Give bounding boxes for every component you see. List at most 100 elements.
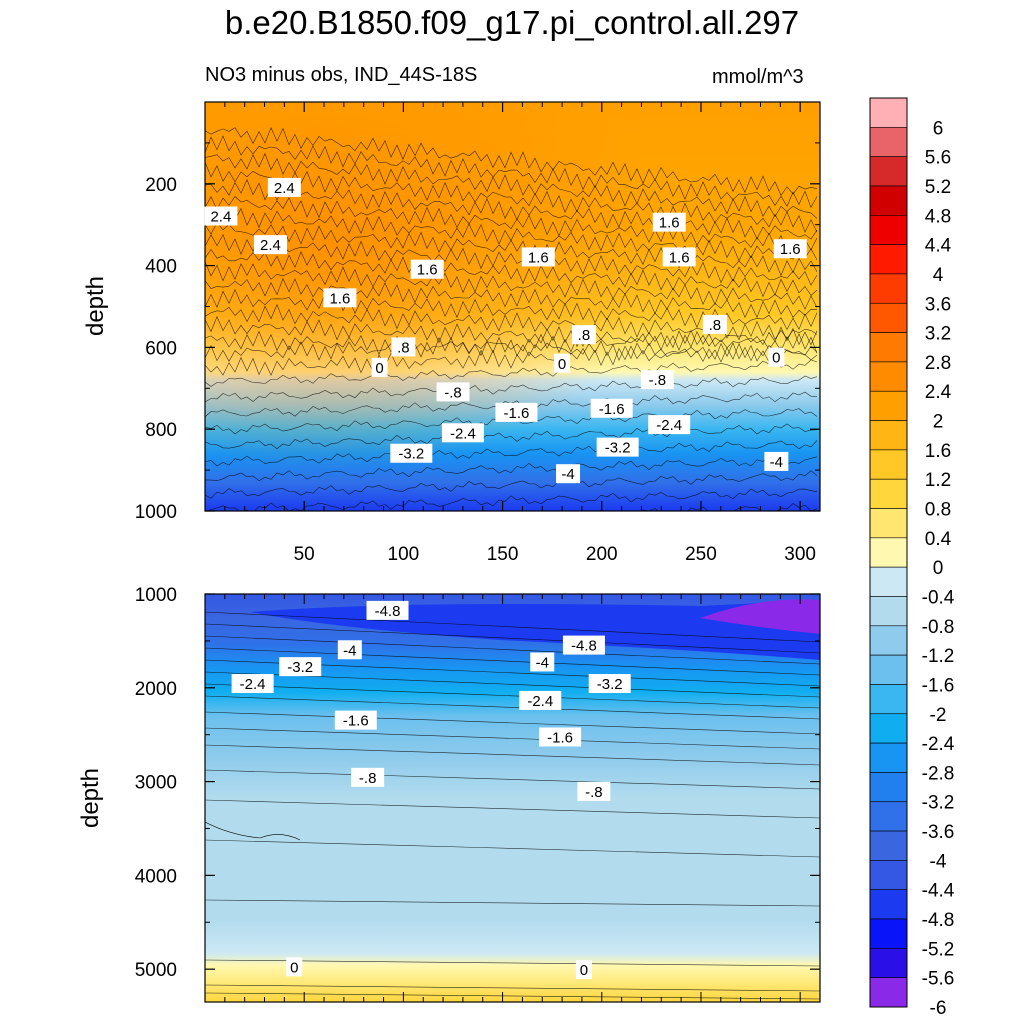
colorbar-level-label: 1.2 (925, 470, 951, 491)
contour-line (205, 984, 820, 992)
colorbar-level-label: -1.2 (922, 646, 955, 667)
contour-line (205, 277, 818, 319)
contour-label: -1.6 (590, 398, 633, 418)
contour-label-bg (577, 781, 611, 801)
contour-line (205, 178, 818, 240)
colorbar-swatch (869, 889, 908, 920)
contour-label-text: 1.6 (329, 290, 350, 307)
upper-contour-lines (205, 127, 818, 511)
colorbar-swatch (869, 508, 908, 539)
contour-label-bg (337, 640, 362, 660)
contour-label: -1.6 (539, 727, 582, 747)
contour-label-text: -2.4 (240, 676, 266, 693)
contour-label-text: 2.4 (210, 209, 231, 226)
contour-label: -4 (337, 640, 362, 660)
contour-label: -4 (556, 464, 581, 484)
contour-label-bg (596, 437, 639, 457)
units-label: mmol/m^3 (712, 66, 804, 88)
contour-label-text: -2.4 (656, 417, 682, 434)
contour-label-bg (554, 353, 571, 373)
contour-label-text: -4 (343, 642, 356, 659)
contour-label-text: -4 (561, 466, 574, 483)
contour-label-text: -4.8 (375, 603, 401, 620)
contour-line (205, 196, 818, 255)
colorbar-swatch (869, 185, 908, 216)
contour-label: -4.8 (562, 635, 605, 655)
contour-label-text: 0 (772, 350, 780, 367)
contour-label-bg (436, 382, 470, 402)
contour-label: 1.6 (652, 212, 686, 232)
contour-label-text: 0 (375, 360, 383, 377)
colorbar-level-label: 4.4 (925, 236, 952, 257)
colorbar-swatch (869, 390, 908, 421)
colorbar-level-label: -2.4 (922, 734, 955, 755)
contour-label: 0 (286, 957, 303, 977)
contour-line (205, 233, 818, 286)
contour-label: 0 (371, 357, 388, 377)
contour-label-text: -.8 (444, 384, 462, 401)
contour-line (205, 359, 818, 387)
colorbar-level-label: 5.6 (925, 148, 951, 169)
contour-label: 1.6 (521, 247, 555, 267)
contour-label-bg (556, 464, 581, 484)
contour-label-bg (279, 657, 322, 677)
contour-line (205, 375, 818, 403)
contour-label: .8 (702, 314, 727, 334)
y-tick-label: 600 (145, 338, 177, 359)
contour-label-bg (588, 674, 631, 694)
contour-label-text: .8 (709, 317, 722, 334)
contour-label: -4 (764, 451, 789, 471)
contour-label: -3.2 (596, 437, 639, 457)
contour-line (205, 330, 818, 363)
contour-label: 2.4 (204, 206, 238, 226)
contour-label: -.8 (577, 781, 611, 801)
contour-label-text: -3.2 (287, 659, 313, 676)
contour-label-bg (590, 398, 633, 418)
contour-line (205, 635, 820, 665)
contour-label-bg (521, 247, 555, 267)
contour-label: 2.4 (267, 177, 301, 197)
contour-line (205, 289, 818, 331)
contour-label-bg (390, 443, 433, 463)
contour-line (205, 423, 818, 450)
contour-line (205, 455, 818, 482)
colorbar-level-label: 3.6 (925, 294, 951, 315)
contour-line (205, 799, 820, 819)
colorbar-level-label: -2.8 (922, 763, 955, 784)
colorbar-level-label: -6 (930, 998, 947, 1019)
contour-line (205, 611, 820, 643)
contour-label: -2.4 (648, 415, 691, 435)
colorbar-swatch (869, 684, 908, 715)
contour-label-bg (323, 288, 357, 308)
contour-label-text: -4 (770, 454, 783, 471)
contour-label-text: -.8 (649, 372, 667, 389)
colorbar-swatch (869, 156, 908, 187)
colorbar-swatch (869, 918, 908, 949)
contour-label-bg (253, 235, 287, 255)
colorbar-swatch (869, 801, 908, 832)
colorbar-level-label: 1.6 (925, 441, 951, 462)
colorbar-level-label: -1.6 (922, 675, 955, 696)
contour-line (205, 326, 818, 362)
contour-label-text: -1.6 (504, 405, 530, 422)
y-tick-label: 1000 (135, 502, 177, 523)
colorbar-level-label: -5.2 (922, 939, 955, 960)
contour-label-bg (519, 690, 562, 710)
contour-label-bg (391, 337, 416, 357)
contour-label-bg (441, 423, 484, 443)
colorbar-swatch (869, 449, 908, 480)
colorbar-swatch (869, 625, 908, 656)
colorbar-level-label: 2.8 (925, 353, 951, 374)
contour-label-bg (539, 727, 582, 747)
contour-line (205, 695, 820, 720)
contour-line (205, 440, 818, 467)
lower-contour-lines (205, 611, 820, 1000)
contour-label: -2.4 (441, 423, 484, 443)
y-tick-label: 200 (145, 175, 177, 196)
x-tick-label: 200 (586, 544, 618, 565)
contour-label: 1.6 (773, 239, 807, 259)
contour-line (205, 248, 818, 298)
contour-label-text: -4.8 (571, 638, 597, 655)
contour-label-text: -2.4 (527, 693, 553, 710)
